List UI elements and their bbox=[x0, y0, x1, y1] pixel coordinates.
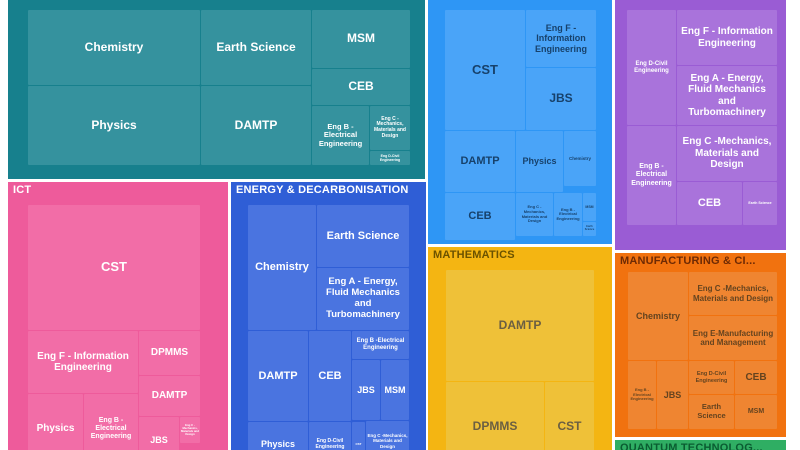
section-title-engineering[interactable]: ENGINEERING bbox=[615, 0, 786, 5]
cell-damtp[interactable]: DAMTP bbox=[446, 270, 594, 381]
cell-earth-science[interactable]: Earth Science bbox=[689, 395, 734, 429]
cell-damtp[interactable]: DAMTP bbox=[201, 86, 311, 165]
cell-eng-b-electrical-engineering[interactable]: Eng B -Electrical Engineering bbox=[352, 331, 409, 359]
cell-earth-science[interactable]: Earth Science bbox=[743, 182, 777, 225]
cell-damtp[interactable]: DAMTP bbox=[248, 331, 308, 421]
cell-damtp[interactable]: DAMTP bbox=[139, 376, 200, 416]
cell-ceb[interactable]: CEB bbox=[735, 361, 777, 394]
cell-eng-c-mechanics-materials-and-design[interactable]: Eng C -Mechanics, Materials and Design bbox=[366, 421, 409, 450]
cell-eng-c-mechanics-materials-and-design[interactable]: Eng C -Mechanics, Materials and Design bbox=[370, 106, 410, 150]
section-title-quantum[interactable]: QUANTUM TECHNOLOG... bbox=[620, 442, 763, 450]
cell-jbs[interactable]: JBS bbox=[526, 68, 596, 130]
section-physical-sciences: PHYSICAL SCIENCES AND ADVANCED MATERIALS… bbox=[8, 0, 425, 179]
cell-msm[interactable]: MSM bbox=[583, 193, 596, 221]
cell-ceb[interactable]: CEB bbox=[445, 193, 515, 240]
cell-earth-science[interactable]: Earth Science bbox=[583, 222, 596, 236]
section-title-manufacturing[interactable]: MANUFACTURING & CI... bbox=[620, 255, 756, 267]
cell-eng-b-electrical-engineering[interactable]: Eng B -Electrical Engineering bbox=[627, 126, 676, 225]
cell-eng-a-energy-fluid-mechanics-and-turboma[interactable]: Eng A - Energy, Fluid Mechanics and Turb… bbox=[317, 268, 409, 330]
cell-eng-c-mechanics-materials-and-design[interactable]: Eng C -Mechanics, Materials and Design bbox=[689, 272, 777, 315]
section-title-mathematics[interactable]: MATHEMATICS bbox=[433, 249, 515, 261]
cell-ceb[interactable]: CEB bbox=[309, 331, 351, 421]
section-mathematics: MATHEMATICS DAMTP DPMMS CST bbox=[428, 247, 612, 450]
cell-eng-b-electrical-engineering[interactable]: Eng B -Electrical Engineering bbox=[554, 193, 582, 236]
section-manufacturing: MANUFACTURING & CI... Chemistry Eng C -Mec… bbox=[615, 253, 786, 437]
cell-ceb[interactable]: CEB bbox=[677, 182, 742, 225]
cell-eng-b-electrical-engineering[interactable]: Eng B -Electrical Engineering bbox=[312, 106, 369, 165]
cell-eng-e-manufacturing-and-management[interactable]: Eng E-Manufacturing and Management bbox=[689, 316, 777, 360]
section-quantum: QUANTUM TECHNOLOG... bbox=[615, 440, 786, 450]
cell-eng-f-information-engineering[interactable]: Eng F - Information Engineering bbox=[677, 10, 777, 65]
cell-chemistry[interactable]: Chemistry bbox=[628, 272, 688, 360]
cell-dpmms[interactable]: DPMMS bbox=[139, 331, 200, 375]
cell-ceb[interactable]: CEB bbox=[312, 69, 410, 105]
cell-cst[interactable]: CST bbox=[352, 422, 365, 450]
section-title-energy-decarbonisation[interactable]: ENERGY & DECARBONISATION bbox=[236, 184, 409, 196]
cell-eng-d-civil-engineering[interactable]: Eng D-Civil Engineering bbox=[370, 151, 410, 165]
cell-earth-science[interactable]: Earth Science bbox=[201, 10, 311, 85]
cell-jbs[interactable]: JBS bbox=[139, 417, 179, 450]
cell-dpmms[interactable]: DPMMS bbox=[446, 382, 544, 450]
cell-eng-a-energy-fluid-mechanics-and-turboma[interactable]: Eng A - Energy, Fluid Mechanics and Turb… bbox=[677, 66, 777, 125]
cell-msm[interactable]: MSM bbox=[312, 10, 410, 68]
cell-eng-c-mechanics-materials-and-design[interactable]: Eng C -Mechanics, Materials and Design bbox=[516, 193, 553, 236]
cell-chemistry[interactable]: Chemistry bbox=[564, 131, 596, 186]
cell-msm[interactable]: MSM bbox=[381, 360, 409, 420]
cell-eng-d-civil-engineering[interactable]: Eng D-Civil Engineering bbox=[689, 361, 734, 394]
cell-cst[interactable]: CST bbox=[28, 205, 200, 330]
cell-physics[interactable]: Physics bbox=[28, 394, 83, 450]
cell-eng-d-civil-engineering[interactable]: Eng D-Civil Engineering bbox=[309, 422, 351, 450]
section-title-ict[interactable]: ICT bbox=[13, 184, 32, 196]
cell-cst[interactable]: CST bbox=[545, 382, 594, 450]
cell-physics[interactable]: Physics bbox=[248, 422, 308, 450]
section-energy-decarbonisation: ENERGY & DECARBONISATION Chemistry Earth S… bbox=[231, 182, 426, 450]
cell-chemistry[interactable]: Chemistry bbox=[28, 10, 200, 85]
cell-eng-d-civil-engineering[interactable]: Eng D-Civil Engineering bbox=[627, 10, 676, 125]
section-title-physical-sciences[interactable]: PHYSICAL SCIENCES AND ADVANCED MATERIALS bbox=[8, 0, 425, 5]
cell-physics[interactable]: Physics bbox=[516, 131, 563, 192]
cell-eng-f-information-engineering[interactable]: Eng F - Information Engineering bbox=[526, 10, 596, 67]
section-ict: ICT CST Eng F - Information Engineering DPM… bbox=[8, 182, 228, 450]
cell-eng-c-mechanics-materials-and-design[interactable]: Eng C -Mechanics, Materials and Design bbox=[180, 417, 200, 443]
cell-jbs[interactable]: JBS bbox=[657, 361, 688, 429]
cell-jbs[interactable]: JBS bbox=[352, 360, 380, 420]
cell-eng-b-electrical-engineering[interactable]: Eng B -Electrical Engineering bbox=[628, 361, 656, 429]
cell-eng-f-information-engineering[interactable]: Eng F - Information Engineering bbox=[28, 331, 138, 393]
cell-cst[interactable]: CST bbox=[445, 10, 525, 130]
cell-eng-c-mechanics-materials-and-design[interactable]: Eng C -Mechanics, Materials and Design bbox=[677, 126, 777, 181]
cell-msm[interactable]: MSM bbox=[735, 395, 777, 429]
cell-physics[interactable]: Physics bbox=[28, 86, 200, 165]
cell-eng-b-electrical-engineering[interactable]: Eng B -Electrical Engineering bbox=[84, 394, 138, 450]
cell-damtp[interactable]: DAMTP bbox=[445, 131, 515, 192]
cell-earth-science[interactable]: Earth Science bbox=[317, 205, 409, 267]
cell-chemistry[interactable]: Chemistry bbox=[248, 205, 316, 330]
section-title-ai-robotics[interactable]: AI & ROBOTICS bbox=[428, 0, 612, 5]
